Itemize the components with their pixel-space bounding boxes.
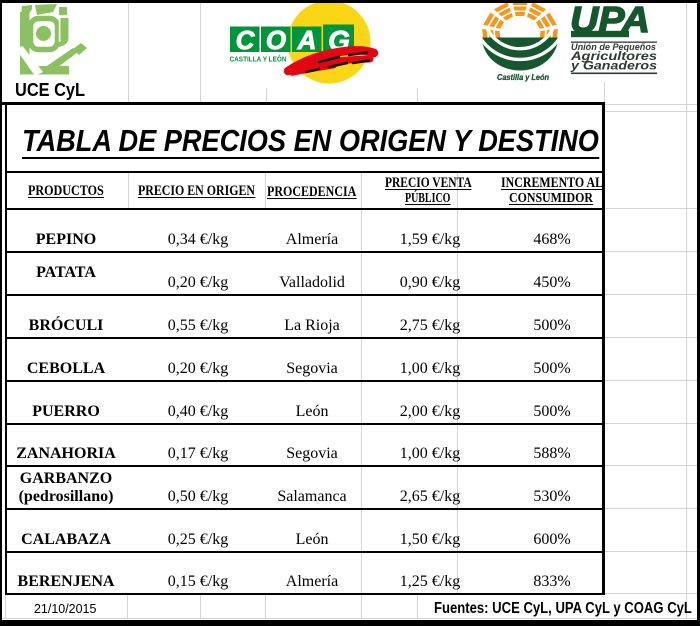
svg-text:O: O: [266, 25, 286, 55]
svg-text:CASTILLA Y LEÓN: CASTILLA Y LEÓN: [230, 55, 287, 64]
svg-text:A: A: [297, 25, 317, 55]
svg-text:Agricultores: Agricultores: [570, 49, 658, 63]
svg-text:C: C: [236, 25, 256, 55]
svg-text:Castilla y León: Castilla y León: [497, 72, 549, 82]
svg-text:y Ganaderos: y Ganaderos: [570, 59, 658, 73]
svg-text:Unión de Pequeños: Unión de Pequeños: [571, 42, 656, 53]
